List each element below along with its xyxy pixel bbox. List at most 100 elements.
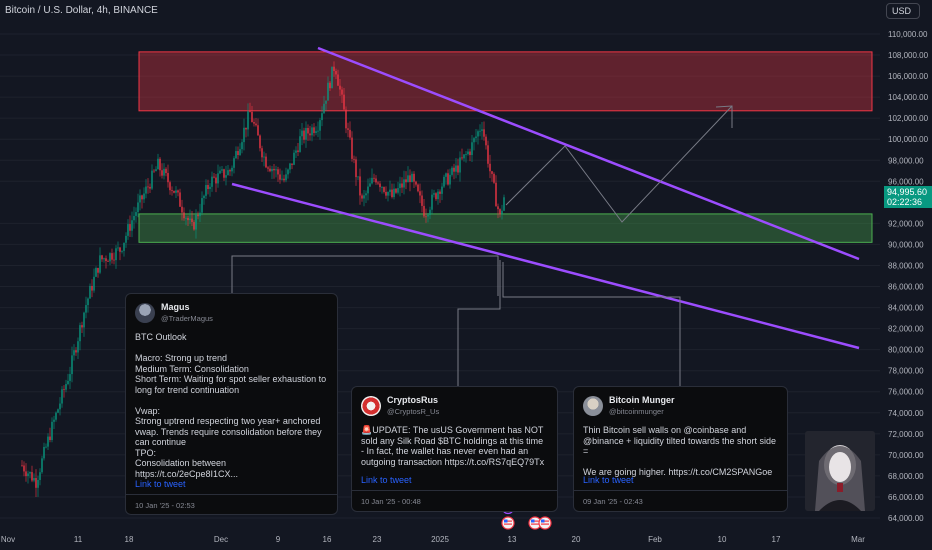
- candle-body: [21, 465, 23, 467]
- price-tick-label: 80,000.00: [888, 346, 924, 355]
- candle-body: [459, 157, 461, 173]
- time-tick-label: 17: [772, 535, 781, 544]
- avatar: [361, 396, 381, 416]
- candle-body: [185, 217, 187, 219]
- time-axis[interactable]: Nov 11 18 Dec 9 16 23 2025 13 20 Feb 10 17 Mar: [1, 535, 865, 544]
- candle-body: [263, 156, 265, 158]
- candle-body: [503, 197, 505, 211]
- candle-body: [261, 148, 263, 158]
- price-tick-label: 66,000.00: [888, 493, 924, 502]
- tweet-connector-line: [231, 255, 499, 296]
- candle-body: [121, 250, 123, 252]
- candle-body: [343, 94, 345, 110]
- tweet-link[interactable]: Link to tweet: [361, 475, 412, 485]
- us-flag-icon[interactable]: [528, 516, 542, 530]
- candle-body: [491, 171, 493, 174]
- price-tick-label: 110,000.00: [888, 30, 928, 39]
- candle-body: [361, 195, 363, 199]
- candle-body: [23, 465, 25, 472]
- tweet-card-bitcoin-munger[interactable]: Bitcoin Munger @bitcoinmunger Thin Bitco…: [573, 386, 788, 512]
- tweet-card-cryptosrus[interactable]: CryptosRus @CryptosR_Us 🚨UPDATE: The usU…: [351, 386, 558, 512]
- candle-body: [211, 176, 213, 187]
- candle-body: [351, 137, 353, 159]
- candle-body: [85, 305, 87, 313]
- candle-body: [447, 173, 449, 185]
- candle-body: [313, 127, 315, 133]
- author-handle: @CryptosR_Us: [387, 406, 440, 416]
- tweet-link[interactable]: Link to tweet: [135, 479, 186, 489]
- candle-body: [285, 174, 287, 181]
- currency-button[interactable]: USD: [886, 3, 920, 19]
- author-name: Bitcoin Munger: [609, 395, 675, 405]
- last-price-value: 94,995.60: [887, 187, 928, 197]
- descending-support-trendline[interactable]: [231, 182, 860, 350]
- candle-body: [99, 255, 101, 273]
- author-name: CryptosRus: [387, 395, 439, 405]
- candle-body: [93, 276, 95, 291]
- candle-body: [379, 183, 381, 188]
- candle-body: [165, 168, 167, 174]
- candle-body: [473, 138, 475, 143]
- descending-resistance-trendline[interactable]: [317, 46, 860, 261]
- candle-body: [323, 103, 325, 114]
- candle-body: [333, 66, 335, 72]
- tweet-text: 🚨UPDATE: The usUS Government has NOT sol…: [361, 425, 545, 467]
- candle-body: [145, 186, 147, 194]
- tweet-connector-line: [502, 262, 681, 386]
- candle-body: [485, 136, 487, 146]
- candle-body: [363, 195, 365, 199]
- tweet-card-magus[interactable]: Magus @TraderMagus BTC Outlook Macro: St…: [125, 293, 338, 515]
- candle-body: [39, 472, 41, 480]
- candle-body: [31, 472, 33, 481]
- candle-body: [443, 176, 445, 187]
- us-flag-icon[interactable]: [501, 516, 515, 530]
- candle-body: [407, 175, 409, 183]
- candle-body: [61, 389, 63, 404]
- candle-body: [95, 267, 97, 277]
- resistance-zone[interactable]: [138, 51, 873, 112]
- candle-body: [215, 177, 217, 184]
- candle-body: [219, 170, 221, 174]
- candle-body: [207, 185, 209, 189]
- price-axis[interactable]: 110,000.00 108,000.00 106,000.00 104,000.00…: [888, 30, 929, 523]
- candle-body: [403, 179, 405, 188]
- price-tick-label: 76,000.00: [888, 388, 924, 397]
- us-flag-icon[interactable]: [538, 516, 552, 530]
- candle-body: [105, 258, 107, 262]
- candle-body: [183, 212, 185, 219]
- candle-body: [161, 170, 163, 176]
- event-markers[interactable]: [501, 501, 552, 530]
- price-tick-label: 82,000.00: [888, 325, 924, 334]
- avatar-thumbnail: [805, 431, 875, 511]
- candle-body: [265, 156, 267, 168]
- time-tick-label: 13: [508, 535, 517, 544]
- candle-body: [155, 169, 157, 172]
- price-tick-label: 64,000.00: [888, 514, 924, 523]
- time-tick-label: 10: [718, 535, 727, 544]
- candle-body: [75, 350, 77, 353]
- trendlines[interactable]: [231, 46, 860, 350]
- candle-body: [495, 182, 497, 207]
- avatar: [583, 396, 603, 416]
- candle-body: [493, 173, 495, 183]
- candle-body: [153, 170, 155, 172]
- candle-body: [147, 186, 149, 188]
- price-tick-label: 68,000.00: [888, 472, 924, 481]
- support-zone[interactable]: [138, 213, 873, 243]
- price-tick-label: 96,000.00: [888, 177, 924, 186]
- candle-body: [275, 169, 277, 171]
- candle-body: [399, 183, 401, 189]
- candle-body: [69, 374, 71, 381]
- price-tick-label: 72,000.00: [888, 430, 924, 439]
- candle-body: [499, 209, 501, 215]
- candle-body: [37, 479, 39, 488]
- candle-body: [467, 151, 469, 155]
- time-tick-label: 16: [323, 535, 332, 544]
- candle-body: [169, 182, 171, 191]
- candle-body: [27, 473, 29, 477]
- tweet-link[interactable]: Link to tweet: [583, 475, 634, 485]
- candle-body: [277, 169, 279, 175]
- candle-body: [483, 129, 485, 137]
- candle-body: [101, 255, 103, 260]
